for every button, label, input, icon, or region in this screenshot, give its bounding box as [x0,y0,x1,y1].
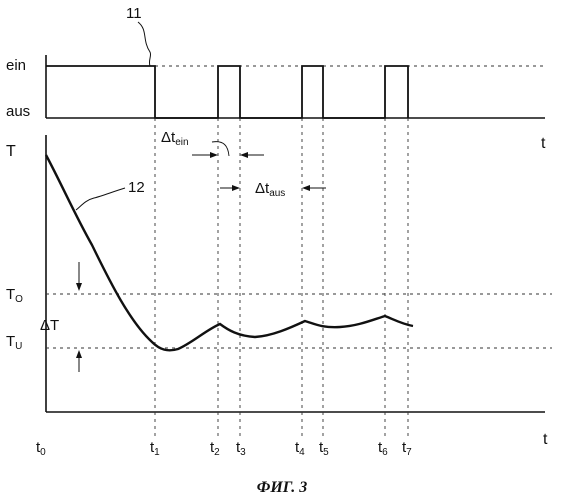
time-guide-lines [155,118,408,440]
time-tick-label: t7 [402,439,412,458]
reference-11-leader [138,22,151,66]
hysteresis-label: ΔT [40,317,59,334]
time-tick-labels: t0 t1 t2 t3 t4 t5 t6 t7 [36,439,412,458]
lower-threshold-label: TU [6,333,22,352]
switch-signal-curve [46,66,408,118]
figure-caption: ФИГ. 3 [257,479,308,496]
time-tick-label: t4 [295,439,305,458]
on-interval-label: Δtein [161,129,189,148]
temperature-axis-label: T [6,143,16,160]
temperature-plot: T t 12 TO TU ΔT Δtein Δtaus [6,118,552,458]
upper-threshold-label: TO [6,286,23,305]
hysteresis-arrow-up-head [76,350,82,358]
time-tick-label: t1 [150,439,160,458]
reference-12-leader [76,188,125,210]
off-interval-arrow-right-head [302,185,310,191]
time-tick-label: t0 [36,439,46,458]
ein-label: ein [6,57,26,74]
switch-plot: ein aus t 11 [6,5,546,152]
on-interval-arrow-left-head [210,152,218,158]
aus-label: aus [6,103,30,120]
off-interval-arrow-left-head [232,185,240,191]
hysteresis-arrow-down-head [76,283,82,291]
switch-plot-time-label: t [541,135,546,152]
time-tick-label: t2 [210,439,220,458]
time-tick-label: t5 [319,439,329,458]
off-interval-label: Δtaus [255,180,285,199]
time-tick-label: t6 [378,439,388,458]
temperature-curve [46,155,413,350]
on-interval-arrow-right-head [240,152,248,158]
time-tick-label: t3 [236,439,246,458]
temperature-plot-time-label: t [543,431,548,448]
reference-11: 11 [126,5,142,22]
reference-12: 12 [128,179,145,196]
